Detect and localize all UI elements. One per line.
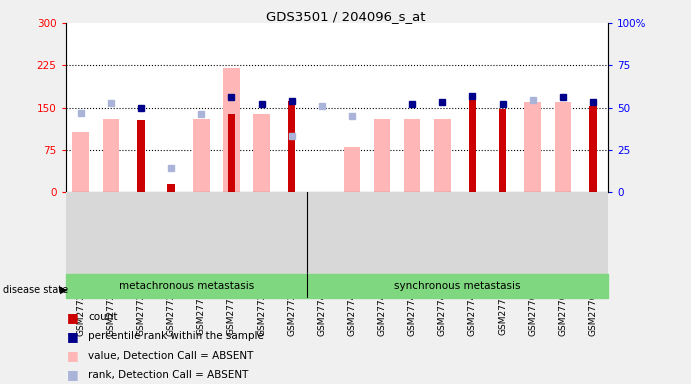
Bar xyxy=(288,101,296,192)
Bar xyxy=(66,274,307,298)
Text: GDS3501 / 204096_s_at: GDS3501 / 204096_s_at xyxy=(266,10,425,23)
Text: ■: ■ xyxy=(67,368,79,381)
Text: rank, Detection Call = ABSENT: rank, Detection Call = ABSENT xyxy=(88,370,249,380)
Bar xyxy=(73,132,89,192)
Text: value, Detection Call = ABSENT: value, Detection Call = ABSENT xyxy=(88,351,254,361)
Bar xyxy=(468,93,476,192)
Text: count: count xyxy=(88,312,117,322)
Bar xyxy=(499,109,507,192)
Bar xyxy=(374,119,390,192)
Bar xyxy=(524,102,541,192)
Bar xyxy=(555,102,571,192)
Bar xyxy=(102,119,119,192)
Bar xyxy=(167,184,175,192)
Bar xyxy=(223,68,240,192)
Text: disease state: disease state xyxy=(3,285,68,295)
Text: synchronous metastasis: synchronous metastasis xyxy=(394,281,520,291)
Bar xyxy=(253,114,269,192)
Bar xyxy=(138,121,144,192)
Bar xyxy=(307,274,608,298)
Bar xyxy=(589,106,597,192)
Text: metachronous metastasis: metachronous metastasis xyxy=(119,281,254,291)
Bar xyxy=(404,119,421,192)
Bar xyxy=(343,147,360,192)
Text: ▶: ▶ xyxy=(60,285,68,295)
Text: percentile rank within the sample: percentile rank within the sample xyxy=(88,331,264,341)
Text: ■: ■ xyxy=(67,349,79,362)
Bar xyxy=(193,119,209,192)
Bar xyxy=(434,119,451,192)
Bar xyxy=(227,114,235,192)
Text: ■: ■ xyxy=(67,311,79,324)
Text: ■: ■ xyxy=(67,330,79,343)
